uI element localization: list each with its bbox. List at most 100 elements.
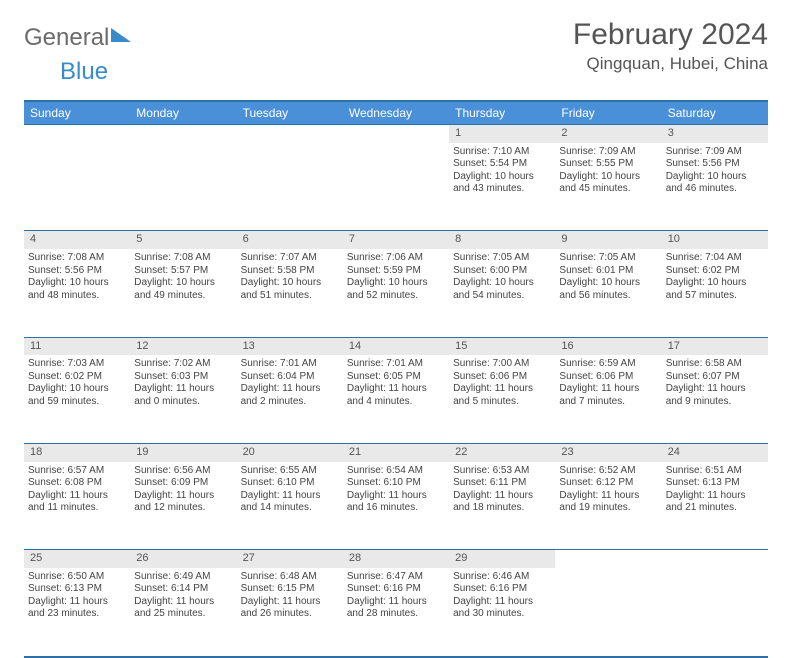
day-cell: Sunrise: 7:01 AMSunset: 6:04 PMDaylight:…: [237, 355, 343, 443]
sunrise-text: Sunrise: 7:06 AM: [347, 252, 445, 265]
sunset-text: Sunset: 6:16 PM: [347, 583, 445, 596]
day-number: 11: [24, 337, 130, 355]
day-number: 28: [343, 550, 449, 568]
sunset-text: Sunset: 5:56 PM: [28, 265, 126, 278]
sunrise-text: Sunrise: 7:09 AM: [559, 146, 657, 159]
day-cell: Sunrise: 6:52 AMSunset: 6:12 PMDaylight:…: [555, 462, 661, 550]
sunset-text: Sunset: 6:11 PM: [453, 477, 551, 490]
day2-text: and 16 minutes.: [347, 502, 445, 515]
day1-text: Daylight: 10 hours: [28, 277, 126, 290]
day-number: 26: [130, 550, 236, 568]
day-number: 10: [662, 231, 768, 249]
day1-text: Daylight: 11 hours: [559, 383, 657, 396]
day-cell: Sunrise: 7:05 AMSunset: 6:01 PMDaylight:…: [555, 249, 661, 337]
sunrise-text: Sunrise: 6:52 AM: [559, 465, 657, 478]
sunrise-text: Sunrise: 7:02 AM: [134, 358, 232, 371]
sunset-text: Sunset: 6:13 PM: [666, 477, 764, 490]
day1-text: Daylight: 11 hours: [241, 383, 339, 396]
sunset-text: Sunset: 6:03 PM: [134, 371, 232, 384]
day2-text: and 52 minutes.: [347, 290, 445, 303]
day2-text: and 48 minutes.: [28, 290, 126, 303]
day-number: 29: [449, 550, 555, 568]
day-cell: Sunrise: 7:02 AMSunset: 6:03 PMDaylight:…: [130, 355, 236, 443]
day-cell: [130, 143, 236, 231]
day2-text: and 9 minutes.: [666, 396, 764, 409]
day-cell: Sunrise: 7:09 AMSunset: 5:55 PMDaylight:…: [555, 143, 661, 231]
day1-text: Daylight: 11 hours: [134, 490, 232, 503]
sunset-text: Sunset: 6:04 PM: [241, 371, 339, 384]
day-cell: Sunrise: 7:04 AMSunset: 6:02 PMDaylight:…: [662, 249, 768, 337]
daynum-row: 123: [24, 125, 768, 143]
sunset-text: Sunset: 6:08 PM: [28, 477, 126, 490]
day2-text: and 7 minutes.: [559, 396, 657, 409]
day-cell: Sunrise: 7:07 AMSunset: 5:58 PMDaylight:…: [237, 249, 343, 337]
day-number: 14: [343, 337, 449, 355]
day-number: 17: [662, 337, 768, 355]
day-cell: [343, 143, 449, 231]
day1-text: Daylight: 11 hours: [666, 490, 764, 503]
day2-text: and 49 minutes.: [134, 290, 232, 303]
day-cell: Sunrise: 7:03 AMSunset: 6:02 PMDaylight:…: [24, 355, 130, 443]
day2-text: and 5 minutes.: [453, 396, 551, 409]
sunrise-text: Sunrise: 7:05 AM: [453, 252, 551, 265]
day1-text: Daylight: 10 hours: [453, 171, 551, 184]
day2-text: and 51 minutes.: [241, 290, 339, 303]
sunrise-text: Sunrise: 6:50 AM: [28, 571, 126, 584]
sunset-text: Sunset: 5:57 PM: [134, 265, 232, 278]
sunrise-text: Sunrise: 6:54 AM: [347, 465, 445, 478]
day-number: 16: [555, 337, 661, 355]
day-number: 13: [237, 337, 343, 355]
day-cell: Sunrise: 6:51 AMSunset: 6:13 PMDaylight:…: [662, 462, 768, 550]
sunrise-text: Sunrise: 7:05 AM: [559, 252, 657, 265]
day-number: 9: [555, 231, 661, 249]
weekday-header: Friday: [555, 102, 661, 125]
day1-text: Daylight: 10 hours: [666, 277, 764, 290]
day-number: 21: [343, 443, 449, 461]
day-cell: Sunrise: 7:06 AMSunset: 5:59 PMDaylight:…: [343, 249, 449, 337]
sunrise-text: Sunrise: 7:01 AM: [241, 358, 339, 371]
weekday-header: Wednesday: [343, 102, 449, 125]
sunrise-text: Sunrise: 6:58 AM: [666, 358, 764, 371]
day-number: 22: [449, 443, 555, 461]
day-cell: Sunrise: 6:58 AMSunset: 6:07 PMDaylight:…: [662, 355, 768, 443]
day-number: 15: [449, 337, 555, 355]
weekday-header: Saturday: [662, 102, 768, 125]
day2-text: and 18 minutes.: [453, 502, 551, 515]
week-row: Sunrise: 7:08 AMSunset: 5:56 PMDaylight:…: [24, 249, 768, 337]
day-number: [130, 125, 236, 143]
day2-text: and 19 minutes.: [559, 502, 657, 515]
day-number: 23: [555, 443, 661, 461]
calendar-table: Sunday Monday Tuesday Wednesday Thursday…: [24, 102, 768, 656]
sunset-text: Sunset: 6:15 PM: [241, 583, 339, 596]
sunset-text: Sunset: 6:06 PM: [453, 371, 551, 384]
week-row: Sunrise: 7:03 AMSunset: 6:02 PMDaylight:…: [24, 355, 768, 443]
sunrise-text: Sunrise: 6:53 AM: [453, 465, 551, 478]
day2-text: and 43 minutes.: [453, 183, 551, 196]
day-number: [237, 125, 343, 143]
day-number: 19: [130, 443, 236, 461]
day-cell: Sunrise: 6:53 AMSunset: 6:11 PMDaylight:…: [449, 462, 555, 550]
day2-text: and 46 minutes.: [666, 183, 764, 196]
sunrise-text: Sunrise: 7:03 AM: [28, 358, 126, 371]
sunset-text: Sunset: 6:14 PM: [134, 583, 232, 596]
sunrise-text: Sunrise: 7:09 AM: [666, 146, 764, 159]
sunrise-text: Sunrise: 6:56 AM: [134, 465, 232, 478]
day1-text: Daylight: 11 hours: [453, 383, 551, 396]
day-number: [662, 550, 768, 568]
day1-text: Daylight: 11 hours: [241, 490, 339, 503]
sunrise-text: Sunrise: 6:55 AM: [241, 465, 339, 478]
day-number: 27: [237, 550, 343, 568]
sunset-text: Sunset: 6:10 PM: [241, 477, 339, 490]
day1-text: Daylight: 11 hours: [453, 490, 551, 503]
day1-text: Daylight: 10 hours: [28, 383, 126, 396]
day-number: 3: [662, 125, 768, 143]
day1-text: Daylight: 11 hours: [347, 383, 445, 396]
month-title: February 2024: [573, 18, 768, 52]
day-cell: Sunrise: 7:00 AMSunset: 6:06 PMDaylight:…: [449, 355, 555, 443]
day-number: 8: [449, 231, 555, 249]
day-cell: Sunrise: 6:55 AMSunset: 6:10 PMDaylight:…: [237, 462, 343, 550]
day-number: 25: [24, 550, 130, 568]
sunset-text: Sunset: 6:09 PM: [134, 477, 232, 490]
weekday-header-row: Sunday Monday Tuesday Wednesday Thursday…: [24, 102, 768, 125]
day-number: [555, 550, 661, 568]
